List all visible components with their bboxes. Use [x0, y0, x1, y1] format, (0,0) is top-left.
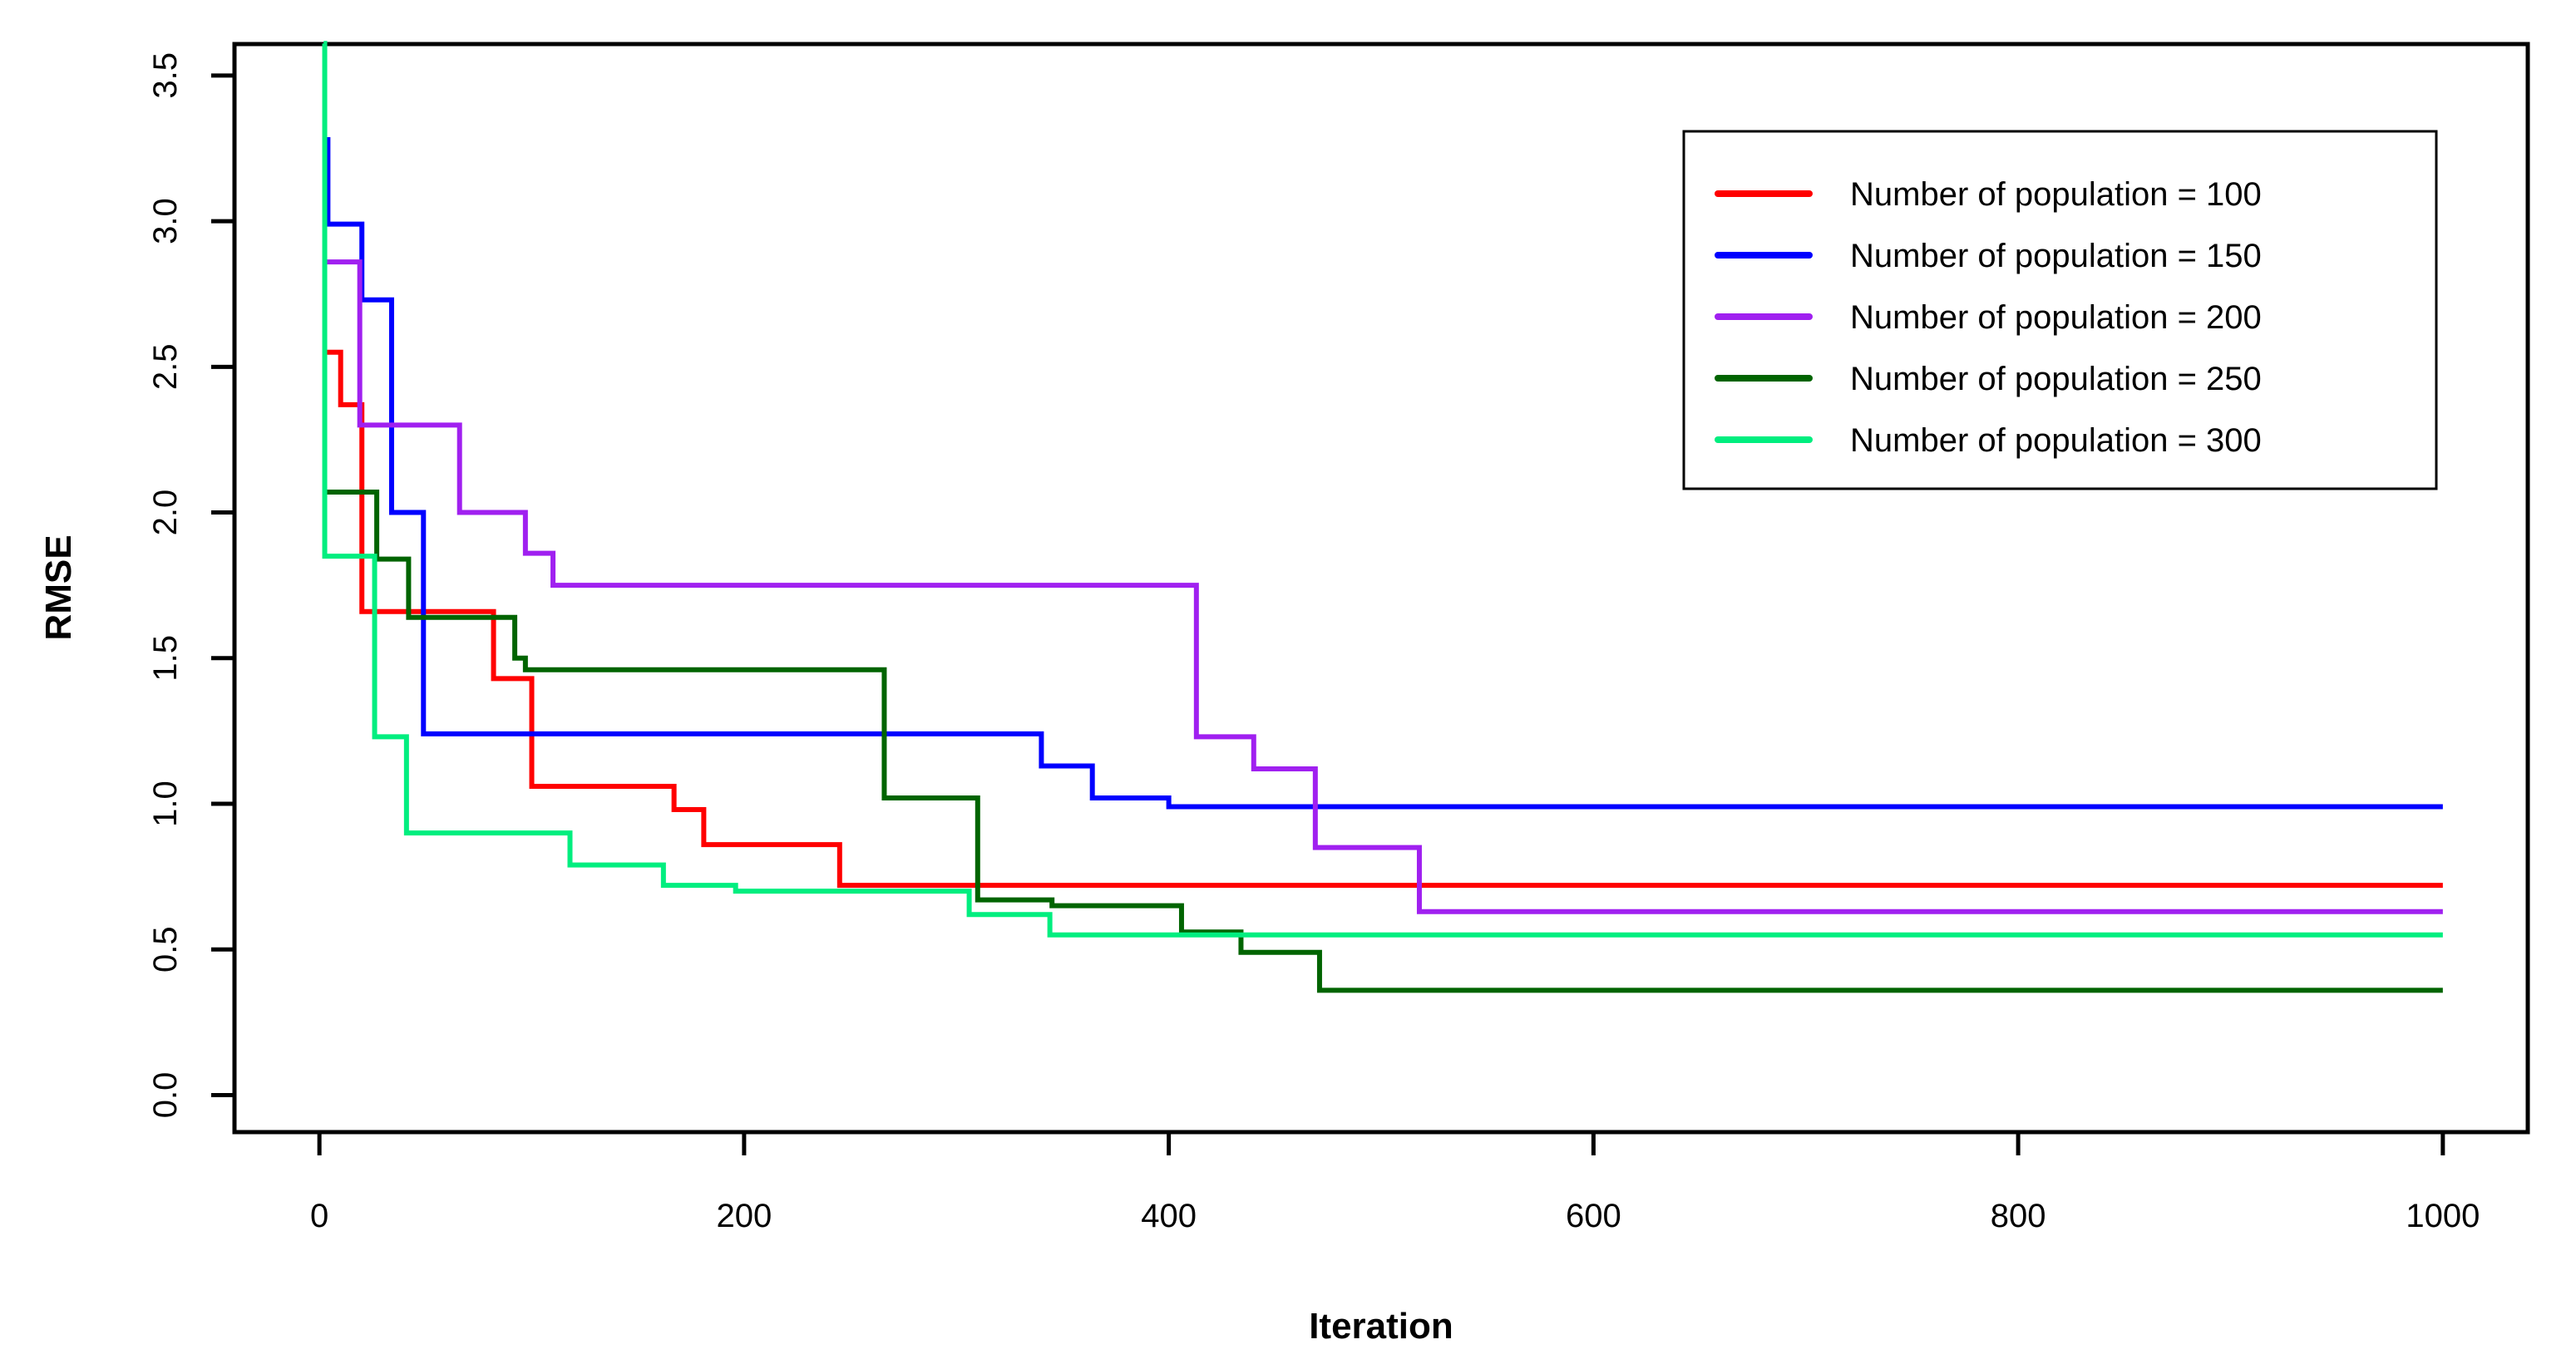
legend-entry-label: Number of population = 150 — [1850, 238, 2262, 274]
series-line-2 — [324, 136, 2443, 810]
series-lines — [322, 41, 2443, 993]
legend: Number of population = 100 Number of popu… — [1682, 130, 2438, 490]
legend-entry-label: Number of population = 250 — [1850, 361, 2262, 397]
y-tick-label: 0.0 — [147, 1072, 184, 1119]
x-tick-label: 400 — [1141, 1198, 1197, 1234]
y-tick-label: 0.5 — [147, 926, 184, 973]
x-tick-label: 1000 — [2406, 1198, 2480, 1234]
y-axis-ticks: 0.0 0.5 1.0 1.5 2.0 2.5 3.0 3.5 — [147, 52, 234, 1118]
x-axis-ticks: 0 200 400 600 800 1000 — [310, 1132, 2480, 1234]
legend-entry-label: Number of population = 100 — [1850, 176, 2262, 213]
y-tick-label: 3.0 — [147, 198, 184, 244]
y-tick-label: 2.0 — [147, 490, 184, 536]
x-tick-label: 800 — [1991, 1198, 2046, 1234]
y-tick-label: 3.5 — [147, 52, 184, 99]
legend-entry-label: Number of population = 200 — [1850, 299, 2262, 336]
x-tick-label: 200 — [717, 1198, 772, 1234]
legend-entry-label: Number of population = 300 — [1850, 422, 2262, 459]
series-line-4 — [327, 490, 2443, 993]
y-tick-label: 1.0 — [147, 781, 184, 827]
series-line-3 — [324, 259, 2443, 914]
series-line-5 — [322, 41, 2443, 938]
x-tick-label: 0 — [310, 1198, 328, 1234]
plot-box — [232, 42, 2530, 1135]
x-tick-label: 600 — [1566, 1198, 1621, 1234]
y-axis-title: RMSE — [38, 534, 79, 640]
y-tick-label: 2.5 — [147, 344, 184, 391]
y-tick-label: 1.5 — [147, 635, 184, 682]
x-axis-title: Iteration — [1309, 1306, 1453, 1347]
plot-box-border — [232, 42, 2530, 1135]
